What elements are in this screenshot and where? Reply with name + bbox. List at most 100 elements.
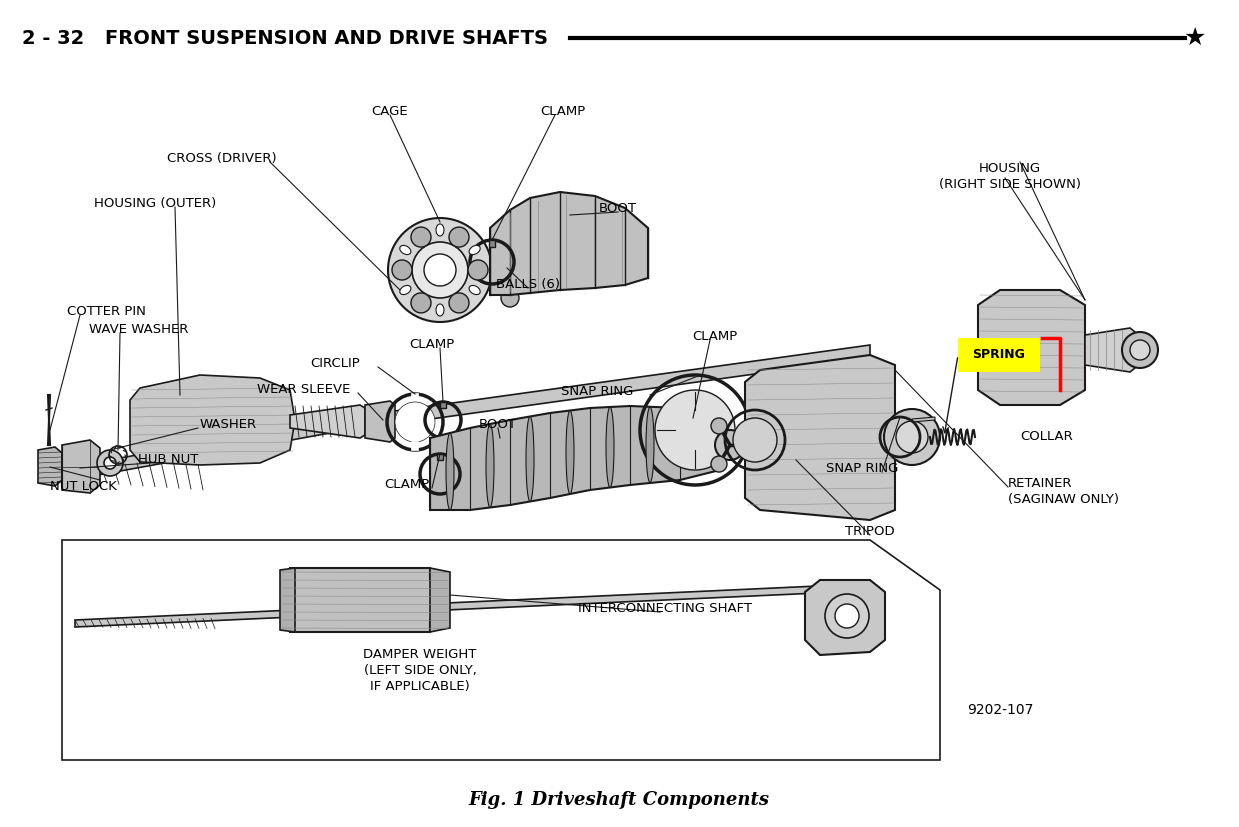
Circle shape [97, 450, 123, 476]
Polygon shape [978, 290, 1085, 405]
Circle shape [468, 260, 488, 280]
Ellipse shape [436, 224, 444, 236]
Ellipse shape [470, 246, 481, 255]
Circle shape [501, 259, 519, 277]
Circle shape [501, 255, 510, 265]
Circle shape [835, 604, 859, 628]
Text: CLAMP: CLAMP [384, 478, 430, 491]
Ellipse shape [436, 304, 444, 316]
Ellipse shape [470, 285, 481, 294]
Text: BALLS (6): BALLS (6) [496, 278, 560, 291]
Polygon shape [745, 355, 895, 520]
Text: INTERCONNECTING SHAFT: INTERCONNECTING SHAFT [579, 602, 752, 615]
Polygon shape [413, 394, 418, 400]
Ellipse shape [486, 424, 494, 508]
Text: FRONT SUSPENSION AND DRIVE SHAFTS: FRONT SUSPENSION AND DRIVE SHAFTS [105, 28, 548, 47]
Polygon shape [290, 405, 366, 438]
Circle shape [655, 390, 735, 470]
Circle shape [711, 456, 727, 472]
Ellipse shape [446, 433, 453, 510]
Text: BOOT: BOOT [479, 418, 517, 431]
Text: ★: ★ [1183, 26, 1207, 50]
Ellipse shape [400, 246, 411, 255]
Text: RETAINER: RETAINER [1009, 477, 1073, 490]
Polygon shape [290, 568, 440, 632]
Circle shape [743, 437, 760, 453]
Text: IF APPLICABLE): IF APPLICABLE) [370, 680, 470, 693]
Circle shape [715, 430, 745, 460]
Text: HUB NUT: HUB NUT [138, 453, 198, 466]
Polygon shape [489, 192, 648, 295]
Circle shape [413, 242, 468, 298]
Circle shape [1130, 340, 1150, 360]
Circle shape [510, 271, 520, 281]
Text: Fig. 1 Driveshaft Components: Fig. 1 Driveshaft Components [468, 791, 769, 809]
Polygon shape [76, 585, 840, 627]
Text: (SAGINAW ONLY): (SAGINAW ONLY) [1009, 493, 1119, 506]
Text: CAGE: CAGE [372, 105, 409, 118]
Text: COTTER PIN: COTTER PIN [67, 305, 146, 318]
Polygon shape [62, 440, 100, 493]
Polygon shape [430, 568, 450, 632]
Text: BOOT: BOOT [598, 202, 637, 215]
Circle shape [392, 260, 413, 280]
Text: SNAP RING: SNAP RING [561, 385, 633, 398]
Polygon shape [38, 447, 62, 486]
Circle shape [491, 276, 509, 294]
Circle shape [501, 289, 519, 307]
Text: HOUSING (OUTER): HOUSING (OUTER) [94, 197, 216, 210]
Text: WEAR SLEEVE: WEAR SLEEVE [258, 383, 351, 396]
Polygon shape [912, 417, 935, 422]
Text: WASHER: WASHER [199, 418, 256, 431]
Text: SPRING: SPRING [973, 348, 1026, 361]
Circle shape [424, 254, 456, 286]
Circle shape [395, 402, 435, 442]
Circle shape [104, 457, 116, 469]
Polygon shape [440, 402, 446, 408]
Text: NUT LOCK: NUT LOCK [50, 480, 116, 493]
Polygon shape [437, 454, 444, 460]
Circle shape [711, 418, 727, 434]
Polygon shape [1085, 328, 1135, 372]
Ellipse shape [566, 410, 574, 494]
Polygon shape [489, 240, 496, 247]
Ellipse shape [606, 407, 615, 487]
Ellipse shape [527, 417, 534, 501]
Text: 9202-107: 9202-107 [966, 703, 1033, 717]
Text: CIRCLIP: CIRCLIP [310, 357, 359, 370]
Text: CROSS (DRIVER): CROSS (DRIVER) [167, 152, 276, 165]
Circle shape [449, 227, 470, 247]
Circle shape [733, 418, 777, 462]
Text: (LEFT SIDE ONLY,: (LEFT SIDE ONLY, [363, 664, 477, 677]
FancyBboxPatch shape [958, 338, 1040, 372]
Text: WAVE WASHER: WAVE WASHER [89, 323, 188, 336]
Polygon shape [64, 345, 870, 481]
Circle shape [449, 293, 470, 313]
Circle shape [1123, 332, 1158, 368]
Text: 2 - 32: 2 - 32 [22, 28, 84, 47]
Text: DAMPER WEIGHT: DAMPER WEIGHT [363, 648, 477, 661]
Text: SNAP RING: SNAP RING [826, 462, 898, 475]
Text: TRIPOD: TRIPOD [845, 525, 895, 538]
Text: HOUSING: HOUSING [979, 162, 1041, 175]
Text: (RIGHT SIDE SHOWN): (RIGHT SIDE SHOWN) [939, 178, 1080, 191]
Ellipse shape [400, 285, 411, 294]
Text: COLLAR: COLLAR [1020, 430, 1073, 443]
Circle shape [506, 263, 515, 273]
Circle shape [388, 218, 492, 322]
Circle shape [896, 421, 928, 453]
Polygon shape [366, 401, 395, 442]
Text: CLAMP: CLAMP [693, 330, 737, 343]
Polygon shape [413, 442, 418, 450]
Polygon shape [430, 406, 720, 510]
Circle shape [491, 246, 509, 264]
Polygon shape [130, 375, 295, 465]
Circle shape [411, 293, 431, 313]
Circle shape [411, 227, 431, 247]
Polygon shape [805, 580, 885, 655]
Text: CLAMP: CLAMP [540, 105, 586, 118]
Ellipse shape [646, 407, 654, 482]
Polygon shape [280, 568, 295, 632]
Text: CLAMP: CLAMP [409, 338, 455, 351]
Circle shape [825, 594, 869, 638]
